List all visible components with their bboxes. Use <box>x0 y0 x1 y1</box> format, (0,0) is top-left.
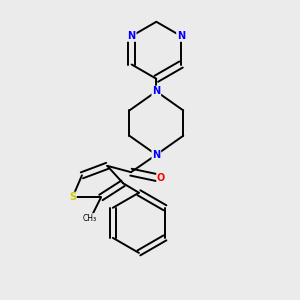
Text: N: N <box>177 31 185 41</box>
Text: CH₃: CH₃ <box>83 214 97 223</box>
Text: N: N <box>152 86 160 96</box>
Text: N: N <box>128 31 136 41</box>
Text: N: N <box>152 150 160 160</box>
Text: S: S <box>69 193 76 202</box>
Text: O: O <box>157 173 165 184</box>
